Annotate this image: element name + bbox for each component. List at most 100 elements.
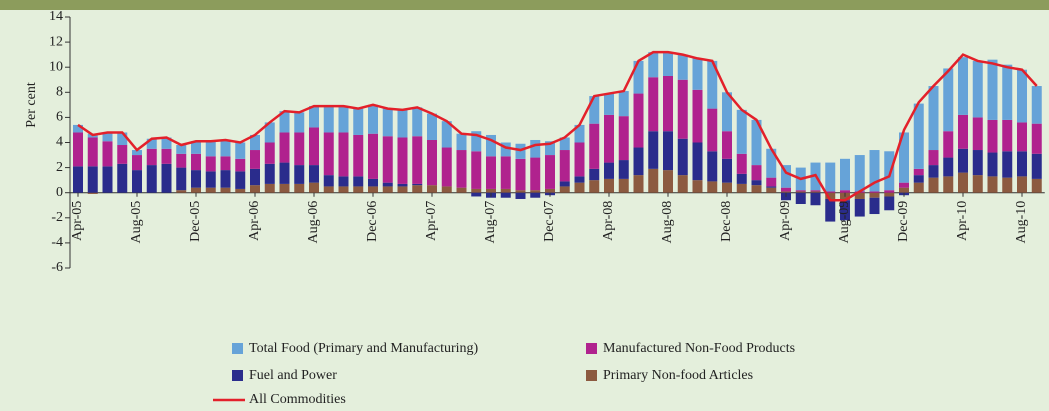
bar-segment [87, 137, 98, 167]
bar-segment [795, 191, 806, 193]
bar-segment [530, 157, 541, 191]
bar-segment [500, 156, 511, 189]
legend-label: Manufactured Non-Food Products [603, 341, 795, 356]
bar-segment [73, 132, 83, 167]
bar-segment [692, 58, 703, 90]
bar-segment [707, 181, 718, 193]
bar-segment [987, 119, 998, 153]
bar-segment [279, 183, 290, 193]
x-tick-label: Aug-08 [660, 201, 675, 244]
x-tick-label: Dec-06 [365, 201, 380, 242]
bar-segment [810, 190, 821, 192]
bar-segment [943, 176, 954, 193]
bar-segment [781, 191, 791, 193]
bar-segment [309, 106, 319, 128]
x-tick-label: Apr-06 [247, 201, 262, 241]
bar-segment [943, 131, 954, 158]
y-tick-label: -4 [51, 235, 63, 250]
bar-segment [456, 133, 467, 151]
bar-segment [736, 183, 747, 193]
bar-segment [633, 175, 644, 193]
bar-segment [191, 170, 201, 188]
bar-segment [545, 155, 555, 189]
bar-segment [648, 131, 659, 169]
bar-segment [545, 188, 555, 193]
bar-segment [397, 137, 408, 184]
bar-segment [117, 145, 128, 164]
bar-segment [707, 108, 718, 152]
bar-segment [928, 177, 939, 193]
bar-segment [205, 171, 216, 188]
bar-segment [899, 187, 909, 193]
bar-segment [633, 93, 644, 148]
bar-segment [250, 185, 260, 193]
bar-segment [486, 156, 496, 189]
bar-segment [220, 139, 231, 157]
legend-swatch [586, 343, 597, 354]
bar-segment [456, 187, 467, 193]
bar-segment [471, 131, 482, 152]
bar-segment [382, 186, 393, 193]
bar-segment [456, 150, 467, 188]
bar-segment [604, 178, 614, 193]
bar-segment [205, 187, 216, 193]
bar-segment [515, 192, 526, 199]
bar-segment [412, 185, 423, 193]
bar-segment [279, 111, 290, 133]
bar-segment [102, 166, 113, 193]
bar-segment [146, 148, 157, 166]
bar-segment [913, 168, 924, 176]
bar-segment [161, 148, 172, 164]
bar-segment [309, 127, 319, 166]
bar-segment [323, 175, 334, 187]
bar-segment [559, 186, 570, 193]
bar-segment [250, 168, 260, 186]
bar-segment [220, 170, 231, 188]
y-tick-label: -6 [51, 260, 63, 275]
bar-segment [264, 183, 275, 193]
bar-segment [264, 163, 275, 184]
bar-segment [884, 192, 895, 197]
header-band [0, 0, 1049, 10]
bar-segment [353, 108, 364, 135]
bar-segment [633, 147, 644, 176]
bar-segment [840, 190, 850, 193]
x-tick-label: Apr-07 [424, 201, 439, 241]
bar-segment [840, 200, 850, 221]
bar-segment [648, 77, 659, 132]
bar-segment [471, 192, 482, 197]
bar-segment [722, 131, 732, 159]
x-tick-label: Aug-07 [483, 201, 498, 244]
bar-segment [500, 192, 511, 198]
legend-label: Fuel and Power [249, 368, 337, 383]
bar-segment [309, 165, 319, 183]
bar-segment [397, 186, 408, 193]
x-tick-label: Dec-08 [719, 201, 734, 242]
bar-segment [943, 157, 954, 177]
bar-segment [279, 162, 290, 184]
bar-segment [854, 155, 865, 192]
bar-segment [1002, 151, 1013, 178]
bar-segment [987, 59, 998, 120]
bar-segment [707, 151, 718, 182]
bar-segment [441, 147, 452, 187]
bar-segment [958, 172, 968, 193]
bar-segment [235, 142, 246, 159]
bar-segment [751, 185, 762, 193]
bar-segment [677, 138, 688, 176]
bar-segment [618, 160, 629, 179]
bar-segment [353, 134, 364, 177]
bar-segment [338, 132, 349, 177]
bar-segment [73, 124, 83, 133]
bar-segment [825, 162, 836, 192]
bar-segment [943, 68, 954, 132]
x-tick-label: Aug-05 [129, 201, 144, 244]
bar-segment [264, 142, 275, 164]
bar-segment [1017, 151, 1027, 177]
y-tick-label: 6 [56, 110, 63, 125]
bar-segment [441, 121, 452, 148]
legend-swatch [232, 343, 243, 354]
bar-segment [279, 132, 290, 163]
y-tick-label: -2 [51, 210, 63, 225]
bar-segment [486, 134, 496, 157]
